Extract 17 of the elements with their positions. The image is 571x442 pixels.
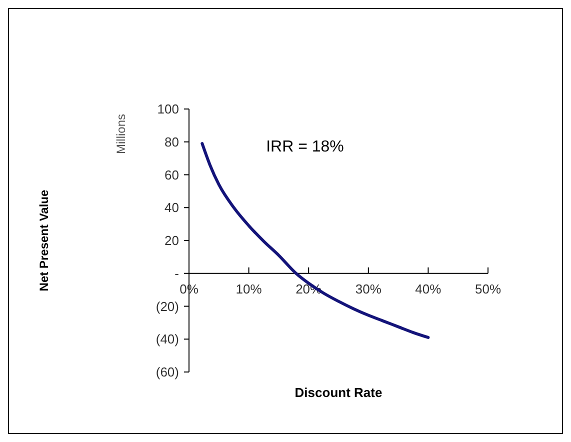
y-tick-label: 20 xyxy=(164,233,179,248)
y-tick-label: 80 xyxy=(164,134,179,150)
x-tick-label: 50% xyxy=(474,281,502,296)
y-tick-label: - xyxy=(174,266,179,281)
annotation: IRR = 18% xyxy=(266,138,344,156)
x-axis-title: Discount Rate xyxy=(294,385,382,400)
y-tick-label: (60) xyxy=(156,364,179,380)
x-tick-label: 10% xyxy=(236,281,262,296)
x-tick-label: 30% xyxy=(355,281,382,296)
y-tick-label: 60 xyxy=(164,167,179,182)
y-tick-label: (40) xyxy=(156,332,179,347)
y-axis-title: Millions xyxy=(114,114,128,154)
y-tick-label: 100 xyxy=(157,102,179,117)
y-tick-label: (20) xyxy=(156,298,179,314)
y-tick-label: 40 xyxy=(164,200,179,216)
x-tick-label: 40% xyxy=(415,281,442,296)
text: Net Present Value xyxy=(37,189,51,292)
